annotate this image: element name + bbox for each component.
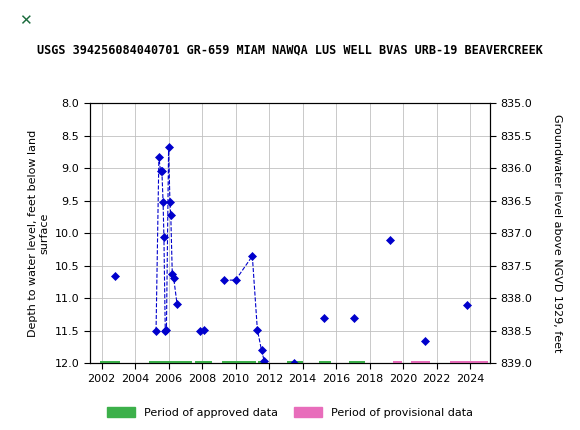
Text: USGS 394256084040701 GR-659 MIAM NAWQA LUS WELL BVAS URB-19 BEAVERCREEK: USGS 394256084040701 GR-659 MIAM NAWQA L… <box>37 43 543 56</box>
Y-axis label: Groundwater level above NGVD 1929, feet: Groundwater level above NGVD 1929, feet <box>552 114 562 353</box>
Legend: Period of approved data, Period of provisional data: Period of approved data, Period of provi… <box>103 403 477 422</box>
FancyBboxPatch shape <box>5 3 46 37</box>
Y-axis label: Depth to water level, feet below land
surface: Depth to water level, feet below land su… <box>28 130 49 337</box>
Text: ✕: ✕ <box>19 13 32 28</box>
Text: USGS: USGS <box>55 12 110 29</box>
